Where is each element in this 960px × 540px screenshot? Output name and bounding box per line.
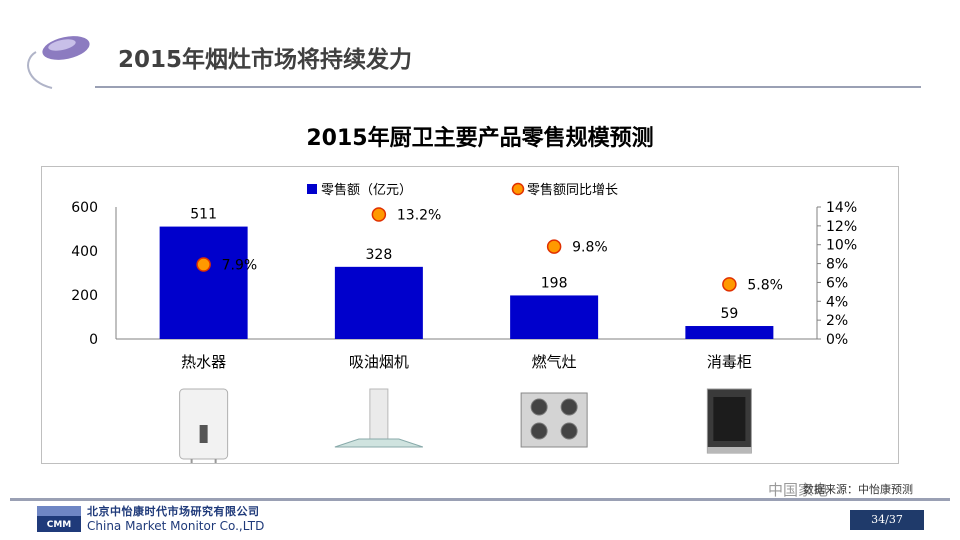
category-label: 消毒柜: [707, 353, 752, 371]
legend-growth-swatch: [511, 182, 525, 196]
mouse-logo-icon: [27, 36, 90, 89]
legend-growth-label: 零售额同比增长: [527, 182, 618, 198]
bar: [510, 295, 599, 339]
right-tick-label: 2%: [826, 313, 848, 329]
growth-point: [371, 207, 387, 222]
gas-stove-icon: [520, 392, 588, 448]
right-tick-label: 0%: [826, 332, 848, 348]
category-label: 燃气灶: [532, 353, 577, 371]
right-tick-label: 12%: [826, 219, 857, 235]
page-number: 34/37: [850, 510, 924, 530]
bar-value-label: 511: [190, 207, 217, 223]
right-tick-label: 8%: [826, 257, 848, 273]
category-label: 热水器: [181, 353, 226, 371]
cmm-logo-icon: CMM: [37, 506, 81, 532]
title-divider: [95, 86, 921, 88]
bar-value-label: 59: [720, 306, 738, 322]
left-tick-label: 0: [89, 332, 98, 348]
water-heater-icon: [179, 388, 229, 463]
left-tick-label: 400: [71, 244, 98, 260]
growth-value-label: 13.2%: [397, 208, 441, 224]
footer-divider: [10, 498, 950, 501]
right-tick-label: 6%: [826, 275, 848, 291]
data-source: 数据来源：中怡康预测: [803, 483, 913, 496]
slide-title: 2015年烟灶市场将持续发力: [118, 47, 413, 73]
right-tick-label: 10%: [826, 238, 857, 254]
left-tick-label: 200: [71, 288, 98, 304]
bar: [685, 326, 774, 339]
svg-text:CMM: CMM: [47, 520, 72, 530]
right-tick-label: 4%: [826, 294, 848, 310]
bar-value-label: 328: [366, 247, 393, 263]
chart-title: 2015年厨卫主要产品零售规模预测: [306, 126, 654, 151]
growth-value-label: 5.8%: [747, 277, 783, 293]
left-tick-label: 600: [71, 200, 98, 216]
legend-bar-swatch: [307, 184, 317, 194]
bar-value-label: 198: [541, 275, 568, 291]
growth-value-label: 7.9%: [222, 258, 258, 274]
bar: [334, 266, 423, 339]
growth-point: [722, 277, 737, 292]
bar: [159, 226, 248, 339]
growth-point: [196, 257, 211, 272]
company-name-cn: 北京中怡康时代市场研究有限公司: [87, 505, 260, 518]
growth-point: [546, 239, 562, 254]
chart-frame: 0 200 400 600 0% 2% 4% 6% 8% 10% 12% 14% 511 热水器 7.9% 3…: [41, 166, 899, 464]
legend-bar-label: 零售额（亿元）: [321, 182, 412, 198]
range-hood-icon: [334, 388, 424, 448]
chart: 0 200 400 600 0% 2% 4% 6% 8% 10% 12% 14% 511 热水器 7.9% 3…: [71, 182, 857, 463]
right-tick-label: 14%: [826, 200, 857, 216]
company-name-en: China Market Monitor Co.,LTD: [87, 519, 265, 533]
growth-value-label: 9.8%: [572, 240, 608, 256]
watermark-text: 中国家电: [768, 481, 829, 499]
category-label: 吸油烟机: [349, 353, 409, 371]
disinfection-cabinet-icon: [706, 388, 752, 454]
